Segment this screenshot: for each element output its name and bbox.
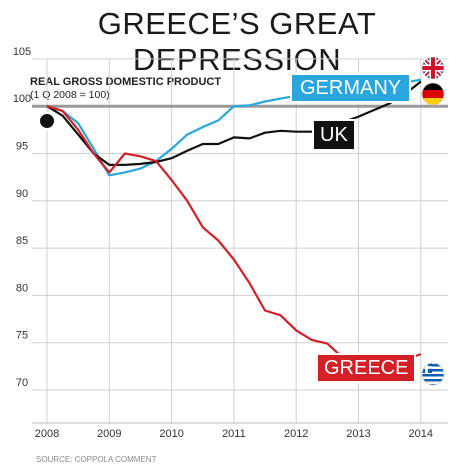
y-tick-label: 100 bbox=[13, 93, 31, 105]
chart-subtitle: REAL GROSS DOMESTIC PRODUCT bbox=[30, 76, 222, 88]
start-point-marker bbox=[38, 112, 56, 130]
greece-flag-icon bbox=[421, 362, 445, 386]
grid-layer bbox=[32, 58, 448, 424]
x-tick-label: 2008 bbox=[35, 428, 59, 440]
chart-subtitle-units: (1 Q 2008 = 100) bbox=[30, 89, 110, 101]
germany-flag-icon bbox=[421, 82, 445, 106]
y-tick-label: 70 bbox=[16, 377, 28, 389]
series-label-uk: UK bbox=[312, 119, 356, 151]
x-tick-label: 2010 bbox=[159, 428, 183, 440]
x-tick-label: 2013 bbox=[346, 428, 370, 440]
y-tick-label: 85 bbox=[16, 235, 28, 247]
y-tick-label: 90 bbox=[16, 188, 28, 200]
x-tick-label: 2009 bbox=[97, 428, 121, 440]
x-tick-label: 2011 bbox=[222, 428, 246, 440]
series-label-germany: GERMANY bbox=[290, 73, 412, 103]
tick-layer: 70 75 80 85 90 95 100 105 2008 2009 2010 2011 2012 20… bbox=[13, 46, 433, 440]
series-line-uk bbox=[46, 80, 422, 166]
y-tick-label: 105 bbox=[13, 46, 31, 58]
flag-layer bbox=[421, 56, 445, 386]
source-note: SOURCE: COPPOLA COMMENT bbox=[36, 455, 157, 464]
y-tick-label: 95 bbox=[16, 141, 28, 153]
uk-flag-icon bbox=[421, 56, 445, 80]
x-tick-label: 2012 bbox=[284, 428, 308, 440]
chart-title: GREECE’S GREAT DEPRESSION bbox=[97, 6, 377, 77]
y-tick-label: 80 bbox=[16, 282, 28, 294]
series-label-greece: GREECE bbox=[316, 353, 417, 383]
x-tick-label: 2014 bbox=[409, 428, 433, 440]
y-tick-label: 75 bbox=[16, 330, 28, 342]
